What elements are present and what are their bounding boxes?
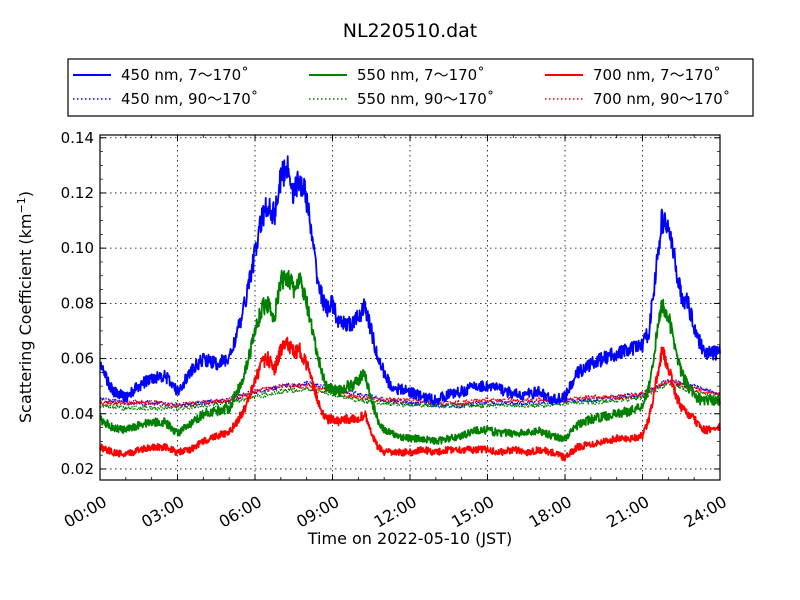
y-axis-label-main: Scattering Coefficient (km <box>16 213 35 423</box>
chart-legend: 450 nm, 7～170˚ 450 nm, 90～170˚ 550 nm, 7～1… <box>67 58 754 117</box>
legend-label: 550 nm, 7～170˚ <box>357 66 485 84</box>
y-tick-label: 0.06 <box>61 350 94 368</box>
legend-label: 550 nm, 90～170˚ <box>357 90 494 108</box>
series-line <box>99 336 721 462</box>
y-tick-label: 0.08 <box>61 294 94 312</box>
series-line <box>99 269 721 446</box>
x-tick-label: 03:00 <box>138 492 187 532</box>
y-axis-label-sup: −1 <box>15 197 28 213</box>
x-tick-label: 00:00 <box>61 492 110 532</box>
y-axis-label: Scattering Coefficient (km−1) <box>15 191 36 423</box>
chart-ticks: 00:00 03:00 06:00 09:00 12:00 15:00 18:00 21:00… <box>61 129 730 532</box>
series-line <box>99 155 721 406</box>
x-tick-label: 12:00 <box>371 492 420 532</box>
legend-label: 450 nm, 7～170˚ <box>121 66 249 84</box>
x-tick-label: 18:00 <box>526 492 575 532</box>
legend-label: 700 nm, 90～170˚ <box>593 90 730 108</box>
series-line <box>99 378 721 409</box>
chart-grid <box>100 135 720 480</box>
x-tick-label: 09:00 <box>293 492 342 532</box>
chart-series <box>99 155 721 462</box>
x-tick-label: 24:00 <box>681 492 730 532</box>
x-tick-label: 21:00 <box>603 492 652 532</box>
y-tick-label: 0.14 <box>61 129 94 147</box>
y-axis-label-close: ) <box>16 191 35 197</box>
x-tick-label: 15:00 <box>448 492 497 532</box>
chart-title: NL220510.dat <box>343 20 478 42</box>
legend-label: 700 nm, 7～170˚ <box>593 66 721 84</box>
plot-frame <box>99 134 721 481</box>
y-tick-label: 0.04 <box>61 405 94 423</box>
y-tick-label: 0.02 <box>61 460 94 478</box>
y-tick-label: 0.12 <box>61 184 94 202</box>
legend-label: 450 nm, 90～170˚ <box>121 90 258 108</box>
x-axis-label: Time on 2022-05-10 (JST) <box>307 529 512 548</box>
y-tick-label: 0.10 <box>61 239 94 257</box>
x-tick-label: 06:00 <box>216 492 265 532</box>
